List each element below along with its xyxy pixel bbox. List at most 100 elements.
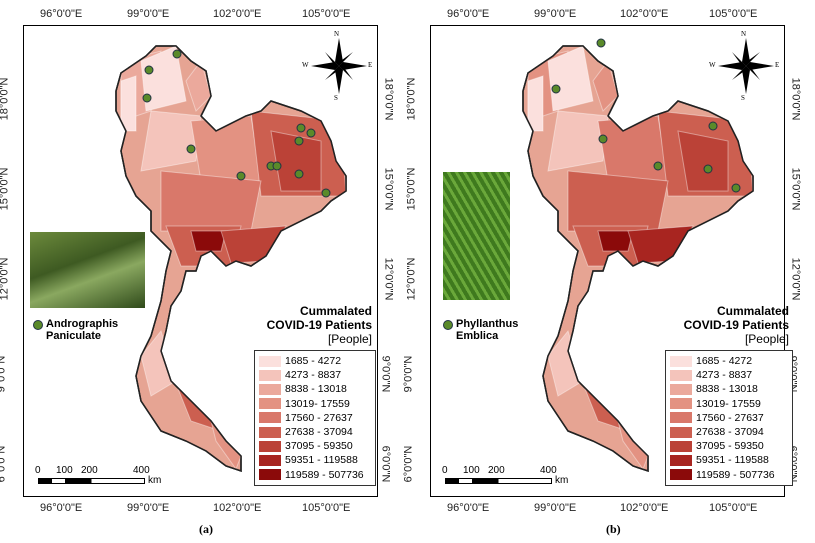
province-region <box>185 59 212 112</box>
species-legend: Andrographis Paniculate <box>33 318 118 342</box>
legend-title-line: Cummalated <box>716 304 789 318</box>
panel-caption: (a) <box>199 522 213 536</box>
province-region <box>220 225 287 264</box>
plant-location-marker <box>144 65 154 75</box>
legend-label: 119589 - 507736 <box>285 468 364 481</box>
legend-title: Cummalated COVID-19 Patients [People] <box>252 304 372 346</box>
legend-label: 13019- 17559 <box>285 397 350 410</box>
legend-label: 27638 - 37094 <box>696 426 764 439</box>
province-region <box>140 110 202 172</box>
legend-swatch <box>670 440 692 452</box>
legend-label: 37095 - 59350 <box>696 440 764 453</box>
map-panel: 96°0'0"E 99°0'0"E 102°0'0"E 105°0'0"E 96… <box>402 0 815 543</box>
lat-tick: 15°0'0"N <box>789 167 802 211</box>
compass-n: N <box>741 30 747 38</box>
lon-tick: 99°0'0"E <box>534 502 577 514</box>
legend-label: 59351 - 119588 <box>285 454 358 467</box>
lon-tick: 96°0'0"E <box>447 8 490 20</box>
legend-unit: [People] <box>327 332 372 346</box>
lat-tick: 18°0'0"N <box>789 77 802 121</box>
scale-label: 200 <box>81 465 98 476</box>
plant-photo <box>30 232 145 308</box>
legend-item: 37095 - 59350 <box>259 439 371 453</box>
legend-title-line: COVID-19 Patients <box>266 318 372 332</box>
plant-photo <box>443 172 510 300</box>
legend-label: 1685 - 4272 <box>696 355 753 368</box>
species-name: Paniculate <box>46 330 102 342</box>
species-legend: Phyllanthus Emblica <box>443 318 518 342</box>
plant-location-marker <box>306 128 316 138</box>
legend-swatch <box>259 383 281 395</box>
lon-tick: 105°0'0"E <box>709 502 758 514</box>
legend-label: 37095 - 59350 <box>285 440 353 453</box>
lon-tick: 99°0'0"E <box>534 8 577 20</box>
lon-tick: 96°0'0"E <box>447 502 490 514</box>
province-region <box>597 230 634 252</box>
lat-tick: 6°0'0"N <box>0 445 8 483</box>
legend-label: 1685 - 4272 <box>285 355 342 368</box>
legend-item: 13019- 17559 <box>259 397 371 411</box>
lon-tick: 105°0'0"E <box>302 502 351 514</box>
legend-item: 119589 - 507736 <box>259 468 371 482</box>
plant-location-marker <box>731 183 741 193</box>
province-region <box>567 170 669 232</box>
lat-tick: 12°0'0"N <box>382 257 395 301</box>
lat-tick: 15°0'0"N <box>0 167 11 211</box>
province-region <box>195 359 217 407</box>
scale-label: 400 <box>540 465 557 476</box>
species-marker-icon <box>33 320 43 330</box>
legend-item: 37095 - 59350 <box>670 439 788 453</box>
province-region <box>677 130 729 192</box>
species-name: Andrographis <box>46 318 119 330</box>
legend-swatch <box>670 383 692 395</box>
lon-tick: 102°0'0"E <box>213 502 262 514</box>
legend-label: 27638 - 37094 <box>285 426 353 439</box>
legend-item: 119589 - 507736 <box>670 468 788 482</box>
lat-tick: 12°0'0"N <box>0 257 11 301</box>
legend-label: 59351 - 119588 <box>696 454 769 467</box>
thailand-map <box>115 38 367 473</box>
lat-tick: 9°0'0"N <box>379 355 392 393</box>
map-frame <box>23 25 378 497</box>
scale-label: 200 <box>488 465 505 476</box>
lat-tick: 6°0'0"N <box>402 445 415 483</box>
lon-tick: 102°0'0"E <box>213 8 262 20</box>
legend-label: 8838 - 13018 <box>285 383 347 396</box>
compass-n: N <box>334 30 340 38</box>
legend-swatch <box>670 398 692 410</box>
legend-item: 17560 - 27637 <box>259 411 371 425</box>
compass-s: S <box>741 94 745 102</box>
plant-location-marker <box>272 161 282 171</box>
legend-label: 17560 - 27637 <box>285 411 353 424</box>
province-region <box>547 110 609 172</box>
lat-tick: 6°0'0"N <box>379 445 392 483</box>
province-region <box>190 230 227 252</box>
lon-tick: 99°0'0"E <box>127 8 170 20</box>
lat-tick: 12°0'0"N <box>789 257 802 301</box>
compass-e: E <box>775 61 780 69</box>
plant-location-marker <box>653 161 663 171</box>
plant-location-marker <box>296 123 306 133</box>
scale-label: 400 <box>133 465 150 476</box>
province-region <box>547 46 594 112</box>
lat-tick: 15°0'0"N <box>405 167 418 211</box>
province-region <box>120 75 137 132</box>
legend-swatch <box>259 398 281 410</box>
compass-e: E <box>368 61 373 69</box>
plant-location-marker <box>294 136 304 146</box>
legend-swatch <box>670 454 692 466</box>
legend-item: 59351 - 119588 <box>259 453 371 467</box>
legend-swatch <box>259 369 281 381</box>
legend-swatch <box>259 469 281 481</box>
compass-rose-icon <box>718 38 774 94</box>
plant-location-marker <box>703 164 713 174</box>
legend-swatch <box>670 426 692 438</box>
legend-swatch <box>259 440 281 452</box>
lon-tick: 105°0'0"E <box>302 8 351 20</box>
legend-item: 17560 - 27637 <box>670 411 788 425</box>
legend-label: 4273 - 8837 <box>285 369 342 382</box>
legend-swatch <box>259 355 281 367</box>
legend-label: 13019- 17559 <box>696 397 761 410</box>
plant-location-marker <box>321 188 331 198</box>
legend-item: 1685 - 4272 <box>670 354 788 368</box>
